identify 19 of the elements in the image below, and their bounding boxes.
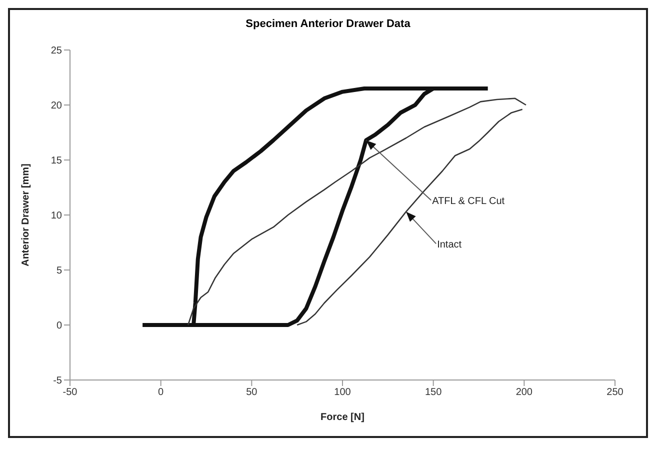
chart-title: Specimen Anterior Drawer Data: [244, 18, 412, 30]
annotation: Intact: [437, 240, 462, 251]
x-tick-label: 200: [516, 387, 533, 398]
y-tick-label: 25: [50, 46, 62, 57]
y-tick-label: 15: [50, 156, 62, 167]
y-tick-label: -5: [53, 376, 62, 387]
x-tick-label: 150: [424, 387, 442, 398]
y-tick-label: 5: [56, 266, 62, 277]
annotation: ATFL & CFL Cut: [432, 196, 505, 208]
x-axis-title: Force [N]: [320, 412, 364, 423]
x-tick-label: 250: [606, 387, 624, 398]
x-tick-label: 0: [158, 387, 164, 398]
x-tick-label: 50: [246, 387, 258, 398]
y-axis-title: Anterior Drawer [mm]: [20, 164, 32, 266]
y-tick-label: 20: [50, 100, 62, 112]
x-tick-label: -50: [62, 387, 78, 398]
y-tick-label: 10: [50, 210, 62, 222]
y-tick-label: 0: [56, 320, 62, 332]
x-tick-label: 100: [334, 387, 352, 398]
